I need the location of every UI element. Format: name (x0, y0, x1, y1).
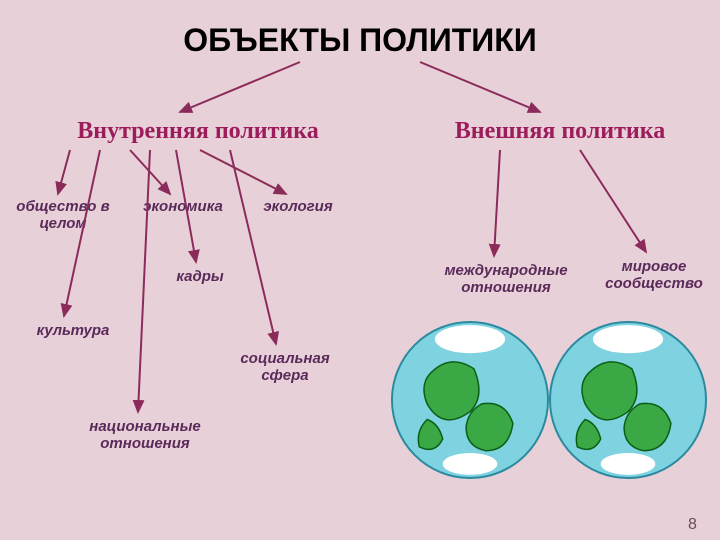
globes-layer (0, 0, 720, 540)
